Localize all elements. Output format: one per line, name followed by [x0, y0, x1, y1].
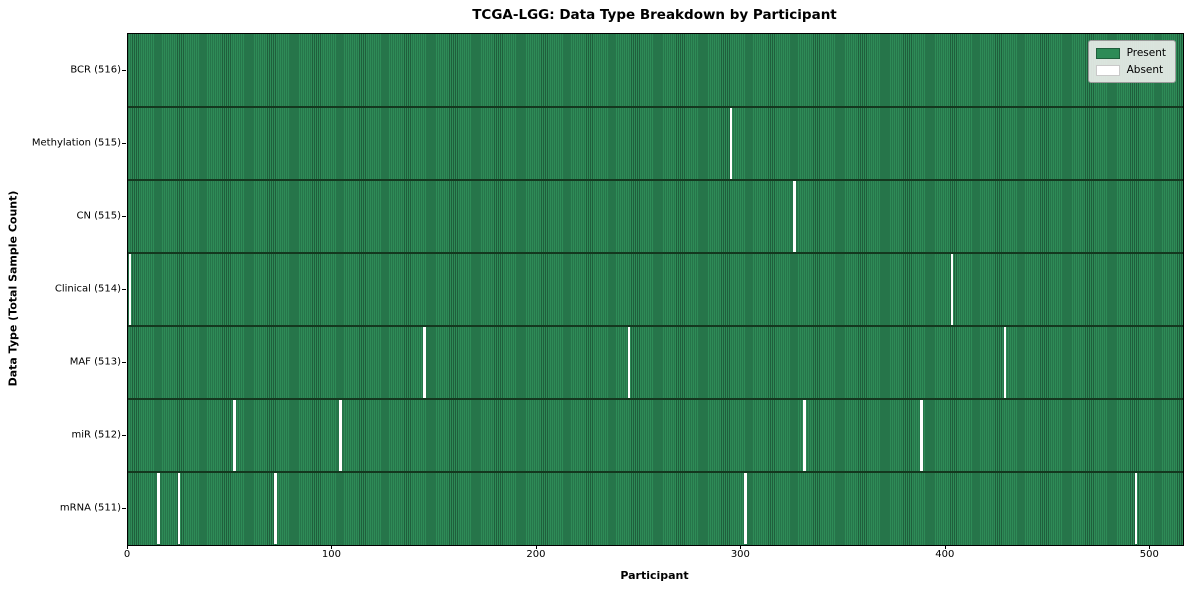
x-axis-label: Participant [620, 569, 689, 582]
absent-gap-Clinical-403 [950, 253, 954, 326]
absent-gap-mRNA-493 [1134, 472, 1138, 545]
y-tick-mark [122, 361, 126, 363]
absent-gap-miR-104 [339, 399, 342, 472]
absent-gap-MAF-145 [423, 326, 426, 399]
x-tick-label: 0 [123, 549, 131, 560]
row-divider [128, 179, 1183, 181]
row-divider [128, 252, 1183, 254]
row-divider [128, 398, 1183, 400]
legend: Present Absent [1087, 40, 1176, 83]
y-tick-label-miR: miR (512) [71, 429, 121, 440]
absent-gap-MAF-245 [627, 326, 631, 399]
row-divider [128, 471, 1183, 473]
x-tick-label: 300 [730, 549, 750, 560]
absent-gap-CN-326 [793, 180, 796, 253]
present-swatch [1095, 47, 1120, 59]
x-tick-label: 400 [935, 549, 955, 560]
absent-gap-miR-331 [803, 399, 807, 472]
legend-label-absent: Absent [1126, 64, 1164, 76]
y-tick-mark [122, 142, 126, 144]
y-tick-label-CN: CN (515) [76, 210, 121, 221]
y-tick-mark [122, 215, 126, 217]
x-tick-mark [127, 544, 128, 549]
x-tick-label: 500 [1139, 549, 1159, 560]
chart-title: TCGA-LGG: Data Type Breakdown by Partici… [472, 7, 837, 23]
absent-gap-mRNA-25 [177, 472, 181, 545]
y-tick-label-mRNA: mRNA (511) [59, 502, 121, 513]
absent-gap-miR-52 [233, 399, 236, 472]
x-tick-label: 100 [321, 549, 341, 560]
absent-gap-mRNA-72 [273, 472, 277, 545]
absent-gap-mRNA-302 [744, 472, 747, 545]
y-tick-label-Methylation: Methylation (515) [31, 137, 121, 148]
y-tick-mark [122, 507, 126, 509]
y-tick-label-MAF: MAF (513) [69, 356, 121, 367]
x-tick-mark [331, 544, 333, 549]
y-tick-label-BCR: BCR (516) [70, 64, 121, 75]
x-tick-mark [740, 544, 742, 549]
y-axis-label: Data Type (Total Sample Count) [6, 190, 20, 387]
x-tick-mark [944, 544, 946, 549]
absent-gap-MAF-429 [1003, 326, 1007, 399]
absent-gap-Clinical-1 [128, 253, 132, 326]
absent-gap-miR-388 [919, 399, 923, 472]
row-divider [128, 106, 1183, 108]
y-tick-mark [122, 69, 126, 71]
x-tick-mark [1149, 544, 1151, 549]
y-tick-mark [122, 288, 126, 290]
y-tick-mark [122, 434, 126, 436]
x-tick-label: 200 [526, 549, 546, 560]
row-divider [128, 325, 1183, 327]
plot-area: Present Absent [127, 33, 1184, 546]
absent-swatch [1095, 64, 1120, 76]
y-tick-label-Clinical: Clinical (514) [54, 283, 121, 294]
absent-gap-Methylation-295 [729, 107, 733, 180]
legend-item-present: Present [1095, 47, 1166, 59]
x-tick-mark [535, 544, 537, 549]
legend-item-absent: Absent [1095, 64, 1166, 76]
absent-gap-mRNA-15 [157, 472, 160, 545]
legend-label-present: Present [1126, 47, 1166, 59]
